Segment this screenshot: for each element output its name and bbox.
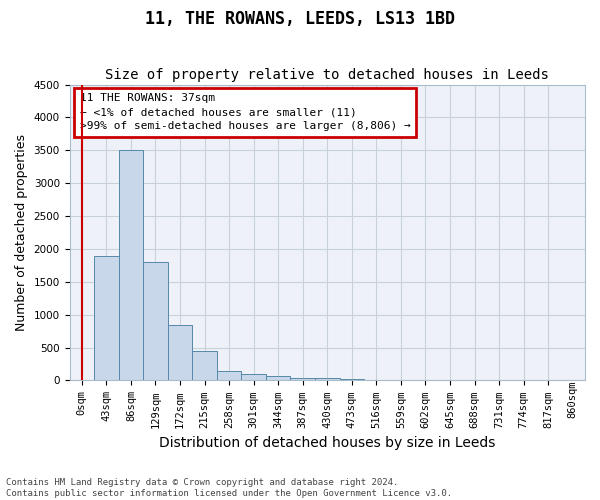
Title: Size of property relative to detached houses in Leeds: Size of property relative to detached ho… — [106, 68, 549, 82]
Y-axis label: Number of detached properties: Number of detached properties — [15, 134, 28, 331]
Bar — [192, 351, 217, 380]
X-axis label: Distribution of detached houses by size in Leeds: Distribution of detached houses by size … — [159, 436, 496, 450]
Bar — [168, 324, 192, 380]
Text: 860sqm: 860sqm — [568, 380, 578, 418]
Bar — [241, 374, 266, 380]
Text: Contains HM Land Registry data © Crown copyright and database right 2024.
Contai: Contains HM Land Registry data © Crown c… — [6, 478, 452, 498]
Bar — [143, 262, 168, 380]
Bar — [217, 370, 241, 380]
Text: 11 THE ROWANS: 37sqm
← <1% of detached houses are smaller (11)
>99% of semi-deta: 11 THE ROWANS: 37sqm ← <1% of detached h… — [80, 94, 410, 132]
Bar — [290, 378, 315, 380]
Bar — [119, 150, 143, 380]
Bar — [315, 378, 340, 380]
Bar — [94, 256, 119, 380]
Bar — [266, 376, 290, 380]
Text: 11, THE ROWANS, LEEDS, LS13 1BD: 11, THE ROWANS, LEEDS, LS13 1BD — [145, 10, 455, 28]
